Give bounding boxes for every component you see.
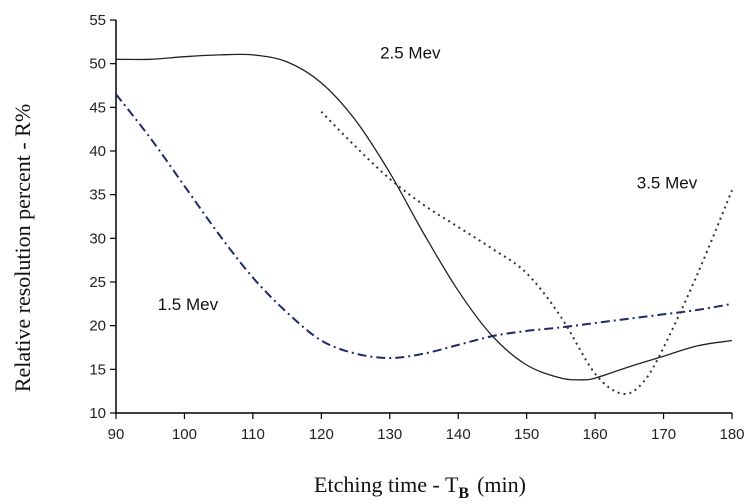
series-layer bbox=[115, 53, 733, 396]
x-tick-label: 160 bbox=[583, 426, 608, 443]
x-tick-label: 140 bbox=[446, 426, 471, 443]
x-axis-title-subscript: B bbox=[458, 485, 469, 502]
axes: 10 15 20 25 30 35 40 45 50 55 90 100 110 120 130 140 150… bbox=[89, 12, 744, 443]
series-labels: 1.5 Mev 2.5 Mev 3.5 Mev bbox=[158, 43, 698, 314]
series-label-3: 3.5 Mev bbox=[637, 174, 698, 193]
x-axis-title-unit: (min) bbox=[477, 472, 526, 497]
x-axis-title-main: Etching time - T bbox=[314, 472, 459, 497]
x-tick-label: 110 bbox=[241, 426, 265, 443]
y-tick-label: 45 bbox=[89, 99, 106, 116]
series-line-2 bbox=[115, 53, 733, 381]
y-tick-label: 40 bbox=[89, 143, 106, 160]
y-tick-label: 10 bbox=[89, 405, 106, 422]
series-line-3 bbox=[320, 110, 733, 396]
y-tick-label: 15 bbox=[89, 361, 106, 378]
series-label-2: 2.5 Mev bbox=[380, 43, 441, 62]
x-tick-label: 130 bbox=[377, 426, 402, 443]
y-tick-label: 50 bbox=[89, 56, 106, 73]
x-axis-title: Etching time - TB (min) bbox=[314, 472, 526, 502]
y-tick-label: 30 bbox=[89, 230, 106, 247]
y-tick-label: 55 bbox=[89, 12, 106, 29]
x-tick-label: 170 bbox=[651, 426, 676, 443]
y-tick-label: 20 bbox=[89, 318, 106, 335]
x-tick-label: 120 bbox=[309, 426, 334, 443]
x-tick-label: 100 bbox=[172, 426, 197, 443]
y-tick-label: 35 bbox=[89, 187, 106, 204]
x-tick-label: 90 bbox=[108, 426, 125, 443]
y-tick-label: 25 bbox=[89, 274, 106, 291]
x-tick-label: 180 bbox=[719, 426, 744, 443]
y-axis-title: Relative resolution percent - R% bbox=[10, 104, 35, 392]
series-label-1: 1.5 Mev bbox=[158, 295, 219, 314]
x-tick-label: 150 bbox=[514, 426, 539, 443]
series-line-1 bbox=[115, 93, 733, 360]
